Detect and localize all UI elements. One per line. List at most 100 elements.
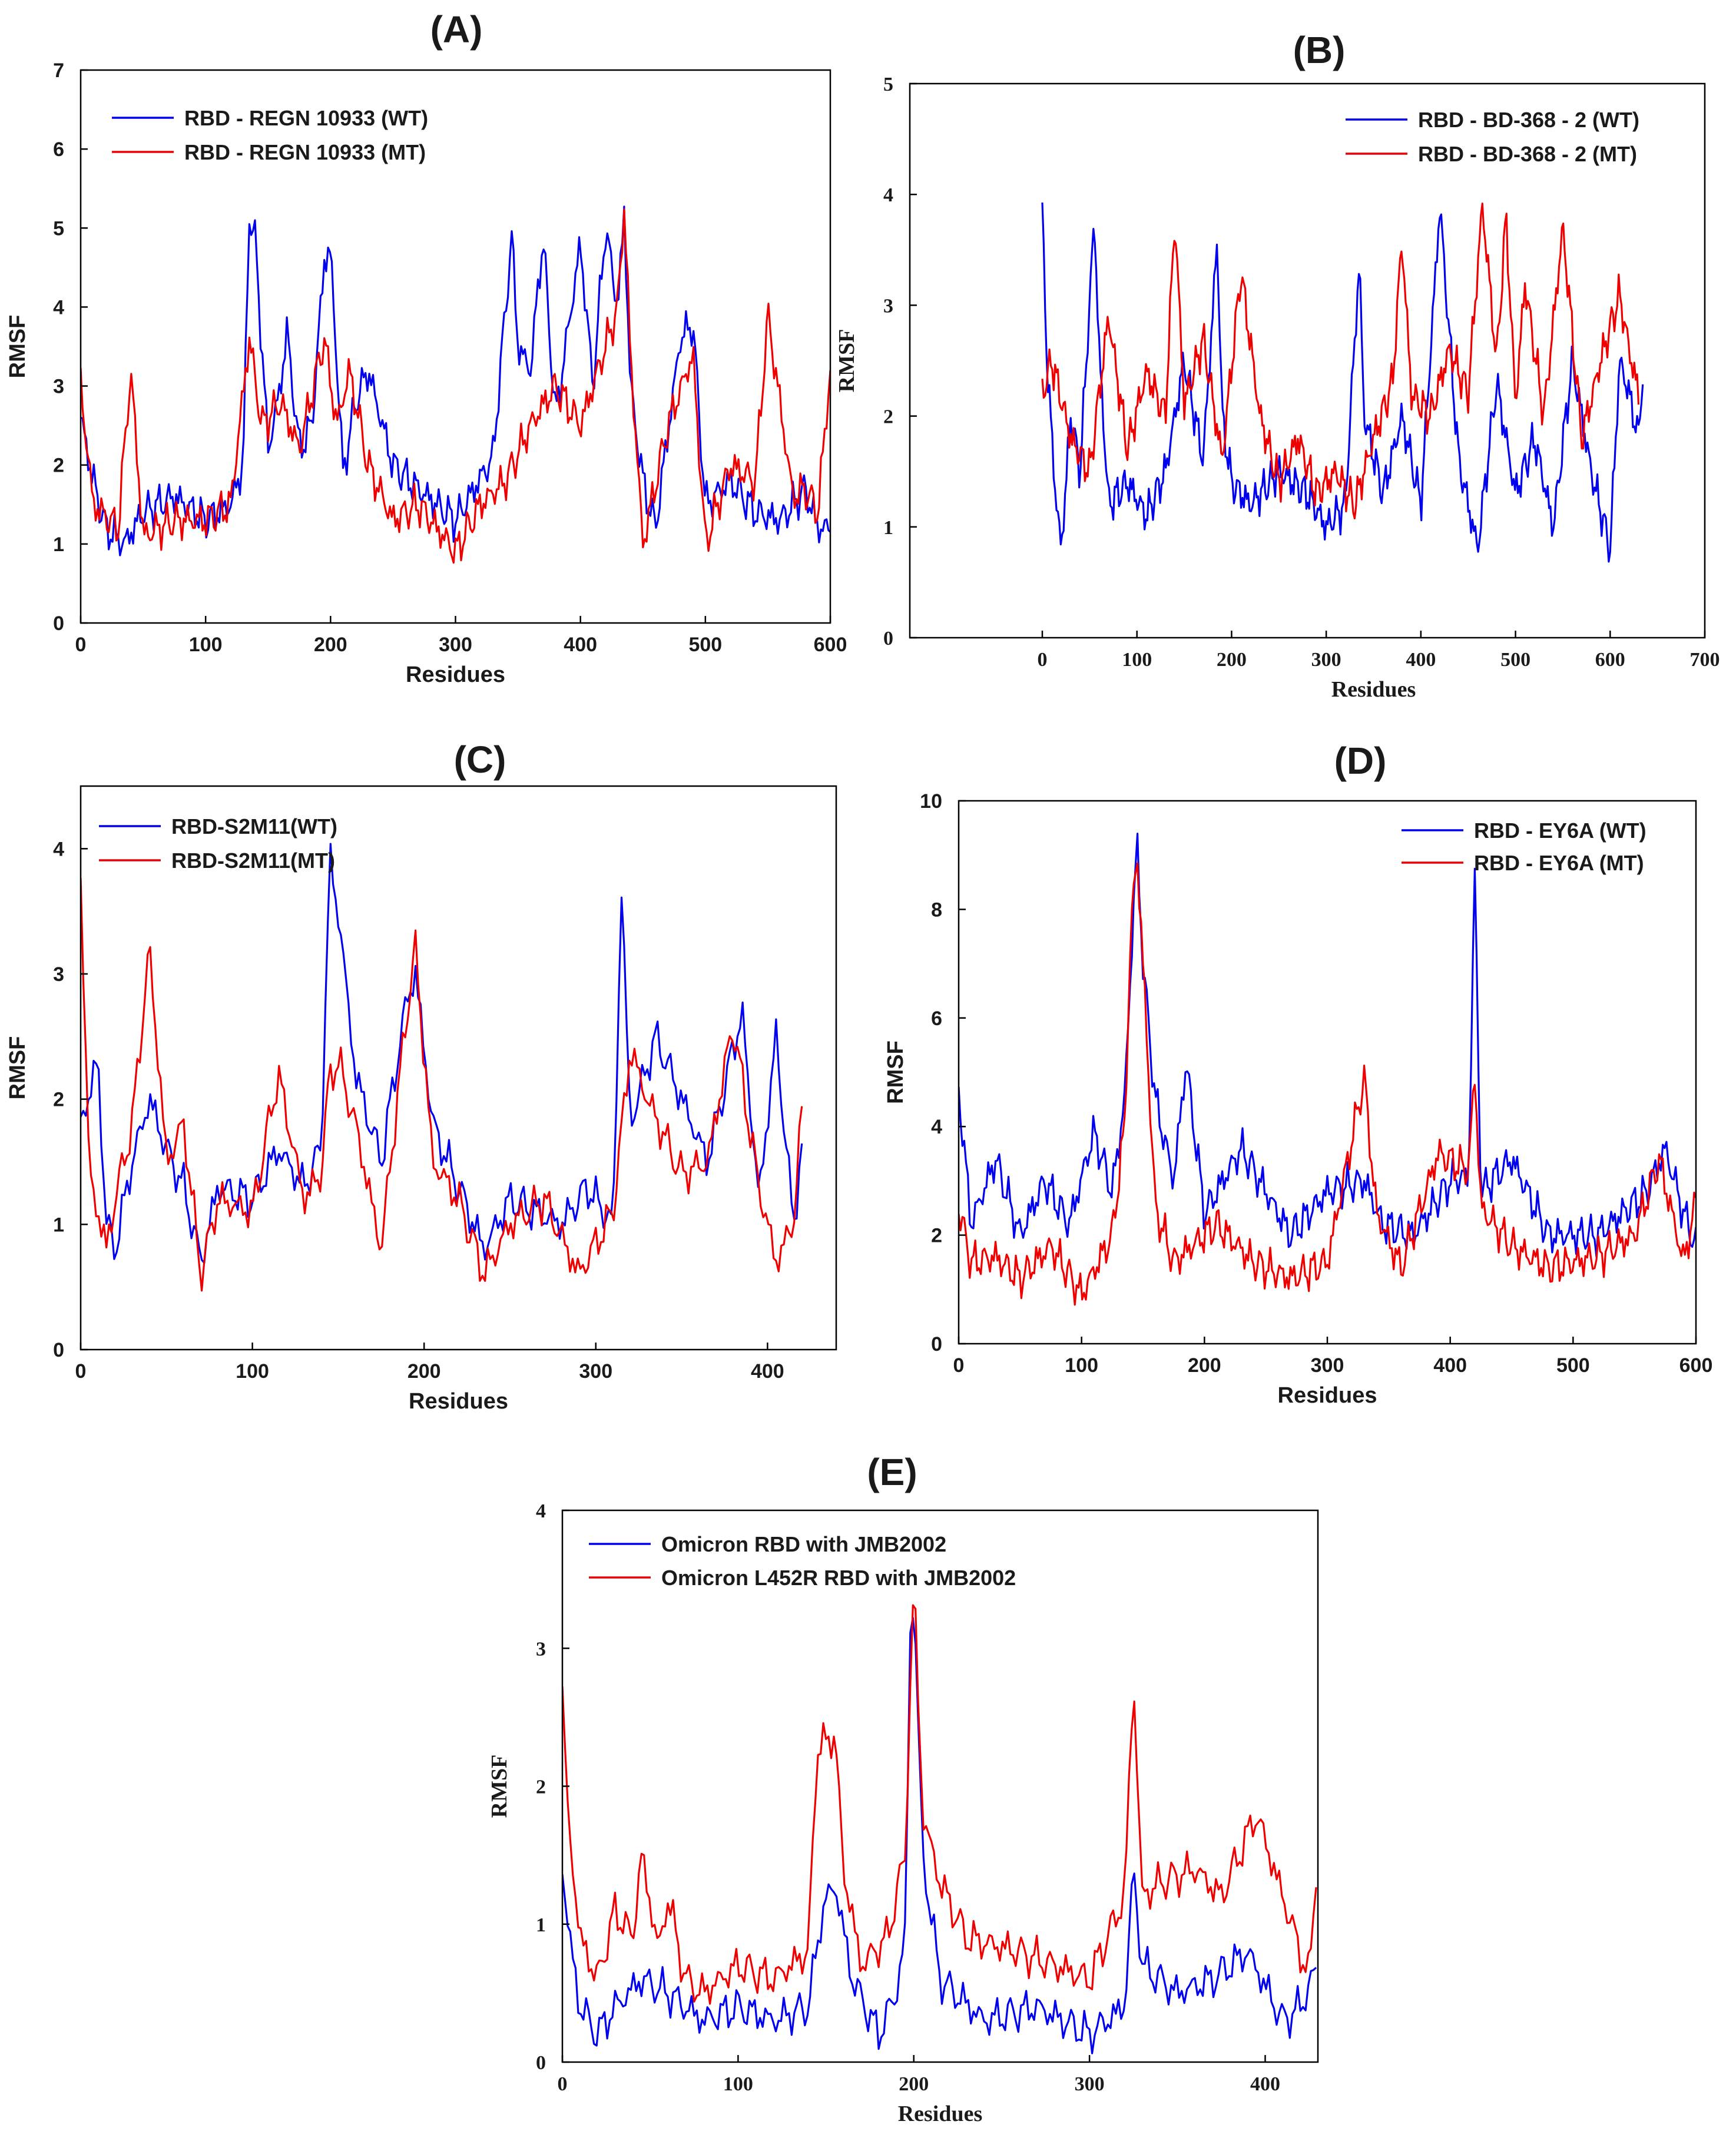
chart-a-x-tick-label: 400 — [564, 634, 597, 656]
chart-a-x-tick-label: 100 — [189, 634, 223, 656]
chart-b-ylabel: RMSF — [834, 329, 859, 393]
chart-c-x-tick-label: 300 — [579, 1360, 612, 1383]
chart-d-x-tick-label: 0 — [953, 1354, 965, 1377]
chart-b-x-tick-label: 400 — [1406, 649, 1436, 671]
chart-b-y-tick-label: 2 — [883, 406, 893, 428]
chart-b-x-tick-label: 0 — [1038, 649, 1048, 671]
chart-c-series-2-line — [81, 878, 803, 1292]
chart-c-legend: RBD-S2M11(WT) RBD-S2M11(MT) — [99, 814, 337, 873]
chart-d-x-tick-label: 100 — [1065, 1354, 1098, 1377]
chart-b-y-tick-label: 1 — [883, 517, 893, 539]
chart-d-series-group — [959, 833, 1696, 1306]
chart-a-y-tick-label: 0 — [53, 612, 64, 635]
chart-d-y-tick-label: 6 — [931, 1007, 942, 1030]
chart-c-x-tick-label: 400 — [751, 1360, 784, 1383]
chart-c-title: (C) — [454, 738, 506, 781]
chart-d-ylabel: RMSF — [883, 1040, 908, 1104]
chart-d-xlabel: Residues — [1278, 1383, 1377, 1408]
chart-a-xlabel: Residues — [406, 662, 505, 687]
chart-d: (D) 0 100 200 300 400 500 600 0 2 4 6 8 10 Residues RMS… — [883, 740, 1712, 1408]
chart-d-y-tick-label: 8 — [931, 899, 942, 921]
chart-c-ylabel: RMSF — [5, 1036, 30, 1100]
chart-b-xlabel: Residues — [1331, 677, 1416, 702]
chart-e-y-tick-label: 3 — [536, 1638, 546, 1660]
chart-a-y-tick-label: 4 — [53, 296, 64, 319]
chart-b-y-tick-label: 5 — [883, 74, 893, 95]
chart-c-y-tick-label: 3 — [53, 963, 64, 986]
chart-e-x-tick-label: 400 — [1250, 2073, 1280, 2095]
chart-c-y-tick-label: 4 — [53, 838, 64, 860]
chart-c-x-tick-label: 100 — [236, 1360, 269, 1383]
chart-a-series-2-line — [81, 208, 830, 564]
chart-b-y-tick-label: 4 — [883, 184, 893, 206]
chart-a-x-tick-label: 0 — [75, 634, 87, 656]
chart-d-legend-label-2: RBD - EY6A (MT) — [1474, 851, 1644, 875]
chart-c-y-tick-label: 1 — [53, 1214, 64, 1236]
chart-e-y-tick-label: 4 — [536, 1500, 546, 1522]
chart-e-x-tick-label: 300 — [1075, 2073, 1105, 2095]
chart-d-legend: RBD - EY6A (WT) RBD - EY6A (MT) — [1402, 818, 1646, 875]
chart-a-title: (A) — [430, 8, 483, 51]
chart-d-title: (D) — [1334, 740, 1387, 782]
chart-d-x-tick-label: 300 — [1311, 1354, 1344, 1377]
chart-e-series-group — [562, 1604, 1317, 2054]
chart-b-x-tick-label: 100 — [1122, 649, 1152, 671]
chart-a: (A) 0 100 200 300 400 500 600 0 1 2 3 4 5 6 7 Residues RM… — [5, 8, 847, 687]
chart-c-series-1-line — [81, 843, 803, 1264]
chart-a-y-tick-label: 5 — [53, 217, 64, 240]
chart-c: (C) 0 100 200 300 400 0 1 2 3 4 Residues RMSF RBD-S2M… — [5, 738, 837, 1414]
chart-c-x-tick-label: 200 — [408, 1360, 441, 1383]
chart-e: (E) 0 100 200 300 400 0 1 2 3 4 Residues RMSF Omicron… — [487, 1451, 1319, 2126]
chart-a-y-tick-label: 6 — [53, 138, 64, 161]
chart-a-x-tick-label: 500 — [688, 634, 722, 656]
chart-b-y-tick-label: 3 — [883, 295, 893, 317]
chart-d-y-tick-label: 0 — [931, 1333, 942, 1355]
chart-e-legend: Omicron RBD with JMB2002 Omicron L452R RB… — [589, 1532, 1016, 1590]
chart-b-frame — [909, 82, 1706, 639]
chart-b-y-tick-label: 0 — [883, 628, 893, 649]
chart-d-y-tick-label: 10 — [920, 790, 942, 813]
chart-c-xlabel: Residues — [409, 1389, 508, 1414]
chart-d-y-tick-label: 2 — [931, 1225, 942, 1247]
chart-d-y-tick-label: 4 — [931, 1116, 942, 1138]
chart-a-x-tick-label: 200 — [314, 634, 347, 656]
chart-e-ylabel: RMSF — [487, 1755, 512, 1818]
chart-d-x-tick-label: 400 — [1433, 1354, 1467, 1377]
chart-d-x-tick-label: 200 — [1188, 1354, 1221, 1377]
chart-a-y-tick-label: 7 — [53, 59, 64, 82]
chart-b-legend: RBD - BD-368 - 2 (WT) RBD - BD-368 - 2 (M… — [1346, 108, 1639, 166]
chart-a-legend: RBD - REGN 10933 (WT) RBD - REGN 10933 (M… — [112, 106, 428, 164]
chart-c-legend-label-2: RBD-S2M11(MT) — [171, 849, 335, 873]
chart-e-legend-label-1: Omicron RBD with JMB2002 — [661, 1532, 946, 1556]
chart-a-legend-label-1: RBD - REGN 10933 (WT) — [184, 106, 428, 130]
chart-b-x-tick-label: 200 — [1217, 649, 1247, 671]
chart-c-frame — [79, 785, 837, 1351]
chart-b-series-2-line — [1041, 203, 1640, 520]
chart-e-y-tick-label: 1 — [536, 1914, 546, 1936]
chart-a-ylabel: RMSF — [5, 315, 30, 379]
chart-c-series-group — [81, 843, 803, 1292]
chart-e-x-tick-label: 0 — [558, 2073, 568, 2095]
chart-d-series-1-line — [959, 833, 1696, 1258]
chart-e-title: (E) — [867, 1451, 917, 1493]
chart-a-y-tick-label: 2 — [53, 455, 64, 477]
chart-c-legend-label-1: RBD-S2M11(WT) — [171, 814, 337, 838]
chart-e-y-tick-label: 2 — [536, 1777, 546, 1798]
chart-a-legend-label-2: RBD - REGN 10933 (MT) — [184, 140, 426, 164]
chart-b-series-group — [1041, 202, 1644, 563]
chart-b-title: (B) — [1293, 29, 1346, 71]
chart-e-x-tick-label: 100 — [723, 2073, 753, 2095]
chart-e-xlabel: Residues — [898, 2102, 983, 2126]
chart-e-series-2-line — [562, 1604, 1317, 2005]
chart-e-y-tick-label: 0 — [536, 2052, 546, 2074]
chart-c-x-tick-label: 0 — [75, 1360, 87, 1383]
chart-a-y-tick-label: 3 — [53, 376, 64, 398]
chart-e-x-tick-label: 200 — [899, 2073, 929, 2095]
chart-d-x-tick-label: 500 — [1556, 1354, 1590, 1377]
chart-d-legend-label-1: RBD - EY6A (WT) — [1474, 818, 1646, 843]
chart-b-x-tick-label: 300 — [1311, 649, 1341, 671]
chart-a-y-tick-label: 1 — [53, 533, 64, 556]
chart-e-series-1-line — [562, 1616, 1317, 2054]
chart-b-series-1-line — [1041, 202, 1644, 563]
